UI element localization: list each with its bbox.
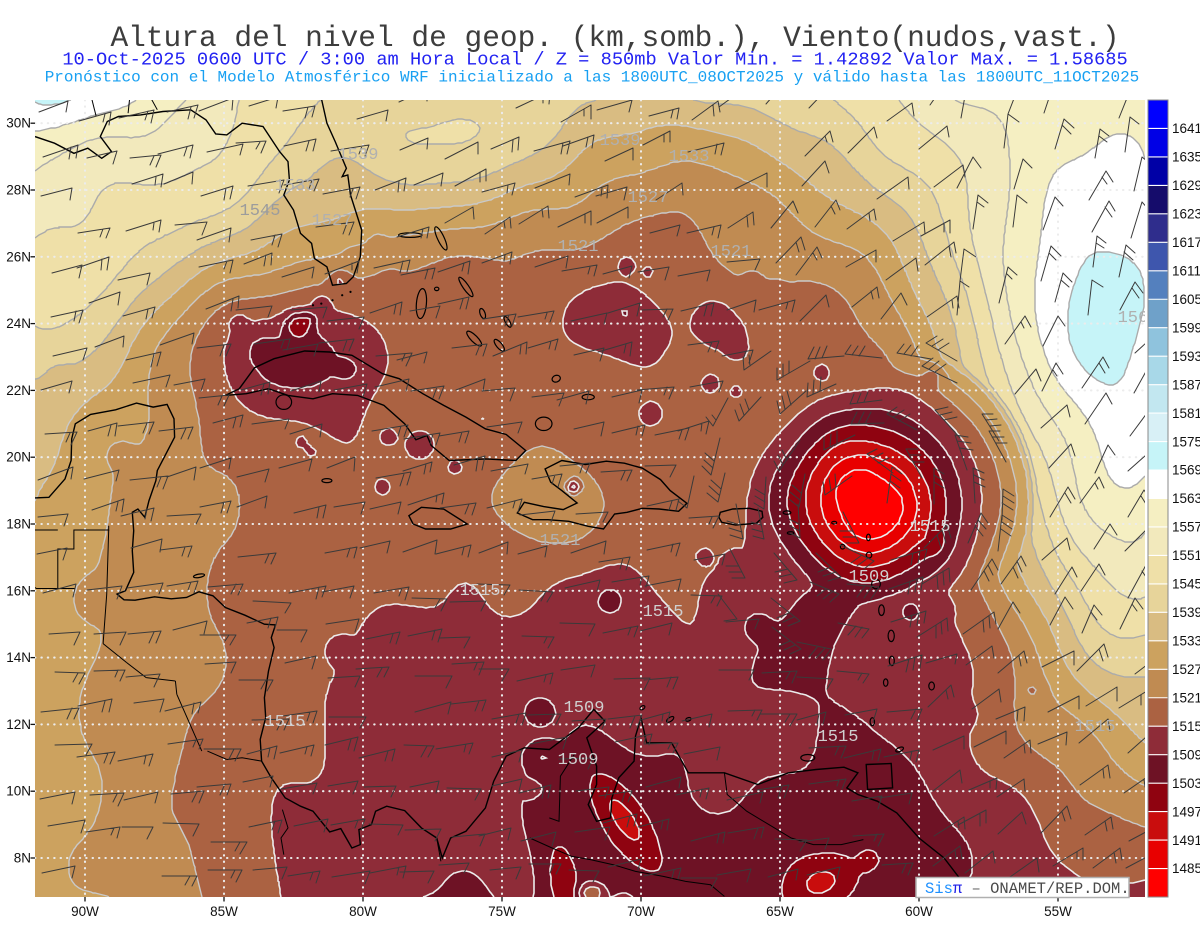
svg-text:1521: 1521 [540,532,581,551]
svg-text:1515: 1515 [265,713,306,732]
svg-text:1515: 1515 [1075,718,1116,737]
svg-text:70W: 70W [627,904,655,919]
svg-text:14N: 14N [6,650,31,665]
svg-text:1509: 1509 [849,568,890,587]
svg-text:1623: 1623 [1172,207,1200,222]
svg-text:60W: 60W [905,904,933,919]
svg-text:1629: 1629 [1172,178,1200,193]
svg-text:28N: 28N [6,183,31,198]
svg-text:1563: 1563 [1172,491,1200,506]
svg-text:Altura del nivel de geop. (km,: Altura del nivel de geop. (km,somb.), Vi… [110,21,1119,55]
svg-text:1527: 1527 [628,189,669,208]
svg-text:Sisπ – ONAMET/REP.DOM.: Sisπ – ONAMET/REP.DOM. [925,880,1130,898]
svg-text:1575: 1575 [1172,434,1200,449]
svg-text:12N: 12N [6,717,31,732]
svg-text:1551: 1551 [1172,548,1200,563]
svg-text:Pronóstico con el Modelo Atmos: Pronóstico con el Modelo Atmosférico WRF… [45,69,1140,87]
svg-text:90W: 90W [71,904,99,919]
svg-text:24N: 24N [6,316,31,331]
svg-text:55W: 55W [1044,904,1072,919]
svg-text:1509: 1509 [558,751,599,770]
svg-text:1521: 1521 [1172,690,1200,705]
svg-text:18N: 18N [6,517,31,532]
svg-text:1491: 1491 [1172,833,1200,848]
svg-text:1515: 1515 [643,603,684,622]
svg-text:1533: 1533 [669,148,710,167]
svg-text:1527: 1527 [312,212,353,231]
svg-text:1569: 1569 [1118,309,1159,328]
svg-text:8N: 8N [14,851,31,866]
svg-text:22N: 22N [6,383,31,398]
svg-text:1545: 1545 [240,202,281,221]
svg-text:1539: 1539 [1172,605,1200,620]
svg-text:80W: 80W [349,904,377,919]
svg-text:1527: 1527 [1172,662,1200,677]
svg-text:75W: 75W [488,904,516,919]
svg-text:1545: 1545 [1172,577,1200,592]
svg-text:20N: 20N [6,450,31,465]
svg-text:1593: 1593 [1172,349,1200,364]
svg-text:1515: 1515 [910,518,951,537]
svg-text:1569: 1569 [1172,463,1200,478]
svg-text:1581: 1581 [1172,406,1200,421]
svg-text:1605: 1605 [1172,292,1200,307]
svg-text:1509: 1509 [1172,747,1200,762]
svg-text:1635: 1635 [1172,150,1200,165]
svg-text:1587: 1587 [1172,377,1200,392]
svg-text:1599: 1599 [1172,320,1200,335]
svg-text:1533: 1533 [1172,634,1200,649]
svg-text:1485: 1485 [1172,861,1200,876]
svg-text:1533: 1533 [275,177,316,196]
svg-text:1611: 1611 [1172,263,1200,278]
svg-text:1521: 1521 [711,243,752,262]
svg-text:65W: 65W [766,904,794,919]
svg-text:1503: 1503 [1172,776,1200,791]
svg-text:1521: 1521 [558,238,599,257]
svg-text:16N: 16N [6,583,31,598]
svg-text:1539: 1539 [338,146,379,165]
svg-text:1557: 1557 [1172,520,1200,535]
svg-text:1515: 1515 [818,728,859,747]
svg-text:26N: 26N [6,249,31,264]
svg-text:1509: 1509 [564,699,605,718]
svg-text:1539: 1539 [600,132,641,151]
svg-text:1641: 1641 [1172,121,1200,136]
svg-text:1515: 1515 [1172,719,1200,734]
svg-text:10N: 10N [6,784,31,799]
svg-text:1515: 1515 [460,582,501,601]
svg-text:1497: 1497 [1172,804,1200,819]
svg-text:30N: 30N [6,116,31,131]
svg-text:10-Oct-2025 0600 UTC / 3:00 a: 10-Oct-2025 0600 UTC / 3:00 am Hora Loca… [62,49,1127,71]
svg-text:85W: 85W [210,904,238,919]
svg-text:1617: 1617 [1172,235,1200,250]
